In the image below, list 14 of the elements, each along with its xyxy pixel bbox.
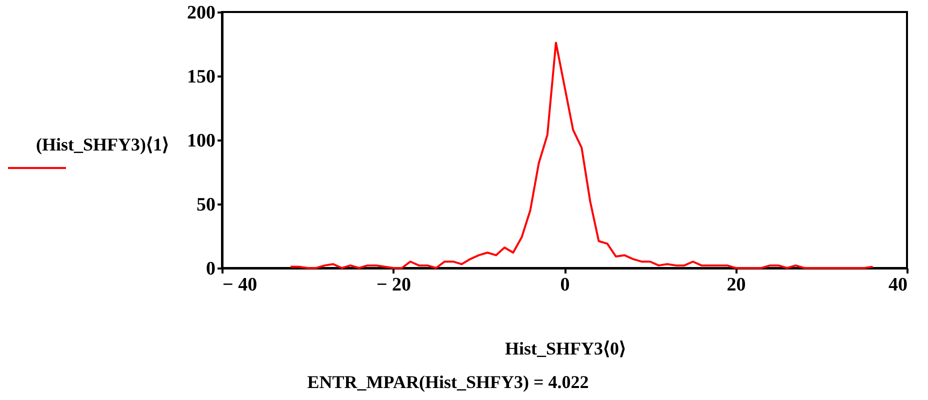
y-tick-label: 100 [187, 130, 216, 152]
y-tick-label: 0 [206, 258, 216, 280]
text: ENTR_MPAR(Hist_SHFY3) = 4.022 [307, 372, 589, 392]
x-axis-title: Hist_SHFY3⟨0⟩ [504, 338, 626, 358]
x-tick-label: − 20 [376, 274, 412, 296]
y-tick-label: 50 [196, 194, 216, 216]
y-tick-label: 150 [187, 66, 216, 88]
x-tick-label: 40 [888, 274, 908, 296]
y-tick-label: 200 [187, 2, 216, 24]
y-axis-title: (Hist_SHFY3)⟨1⟩ [36, 134, 169, 154]
x-tick-label: − 40 [222, 274, 258, 296]
x-tick-label: 20 [726, 274, 746, 296]
x-tick-label: 0 [560, 274, 570, 296]
line-series [290, 42, 874, 269]
